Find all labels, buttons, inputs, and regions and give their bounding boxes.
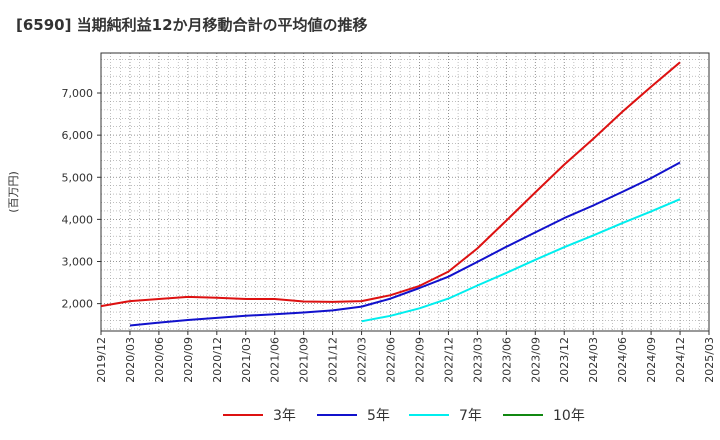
chart-title: [6590] 当期純利益12か月移動合計の平均値の推移 bbox=[16, 16, 368, 34]
x-tick-label: 2019/12 bbox=[95, 337, 108, 383]
legend-swatch bbox=[409, 414, 449, 416]
legend-swatch bbox=[223, 414, 263, 416]
y-tick-label: 6,000 bbox=[62, 129, 94, 142]
x-tick-label: 2024/03 bbox=[587, 337, 600, 383]
line-chart: 2,000 3,000 4,000 5,000 6,000 7,000 (百万円) 2019/… bbox=[7, 52, 716, 383]
legend-item: 7年 bbox=[409, 403, 482, 427]
x-tick-label: 2021/12 bbox=[327, 337, 340, 383]
legend-item: 3年 bbox=[223, 403, 296, 427]
legend-item: 10年 bbox=[503, 403, 585, 427]
legend-label: 5年 bbox=[367, 408, 390, 424]
x-tick-label: 2020/09 bbox=[182, 337, 195, 383]
x-tick-label: 2021/06 bbox=[269, 337, 282, 383]
plot-area bbox=[101, 53, 709, 331]
x-tick-label: 2023/09 bbox=[529, 337, 542, 383]
y-tick-label: 7,000 bbox=[62, 87, 94, 100]
x-tick-label: 2020/06 bbox=[153, 337, 166, 383]
y-tick-label: 4,000 bbox=[62, 213, 94, 226]
x-tick-label: 2020/03 bbox=[124, 337, 137, 383]
chart-legend: 3年 5年 7年 10年 bbox=[0, 403, 720, 427]
legend-label: 7年 bbox=[459, 408, 482, 424]
x-tick-label: 2021/03 bbox=[240, 337, 253, 383]
x-tick-label: 2022/09 bbox=[413, 337, 426, 383]
x-tick-label: 2022/12 bbox=[442, 337, 455, 383]
y-tick-label: 5,000 bbox=[62, 171, 94, 184]
x-tick-label: 2023/03 bbox=[471, 337, 484, 383]
plot-frame bbox=[100, 52, 710, 332]
x-tick-label: 2022/06 bbox=[385, 337, 398, 383]
series-line-7年 bbox=[361, 198, 681, 323]
x-tick-label: 2020/12 bbox=[211, 337, 224, 383]
legend-item: 5年 bbox=[317, 403, 390, 427]
x-tick-label: 2024/09 bbox=[645, 337, 658, 383]
legend-label: 3年 bbox=[273, 408, 296, 424]
x-tick-label: 2025/03 bbox=[703, 337, 716, 383]
y-tick-label: 3,000 bbox=[62, 256, 94, 269]
y-axis-label: (百万円) bbox=[7, 171, 20, 213]
x-tick-label: 2024/12 bbox=[674, 337, 687, 383]
x-tick-label: 2023/06 bbox=[500, 337, 513, 383]
series-line-3年 bbox=[100, 61, 681, 308]
series-line-5年 bbox=[129, 161, 681, 327]
legend-swatch bbox=[317, 414, 357, 416]
legend-label: 10年 bbox=[553, 408, 585, 424]
x-tick-label: 2022/03 bbox=[356, 337, 369, 383]
x-tick-label: 2024/06 bbox=[616, 337, 629, 383]
legend-swatch bbox=[503, 414, 543, 416]
y-tick-label: 2,000 bbox=[62, 298, 94, 311]
x-tick-label: 2021/09 bbox=[298, 337, 311, 383]
x-tick-label: 2023/12 bbox=[558, 337, 571, 383]
